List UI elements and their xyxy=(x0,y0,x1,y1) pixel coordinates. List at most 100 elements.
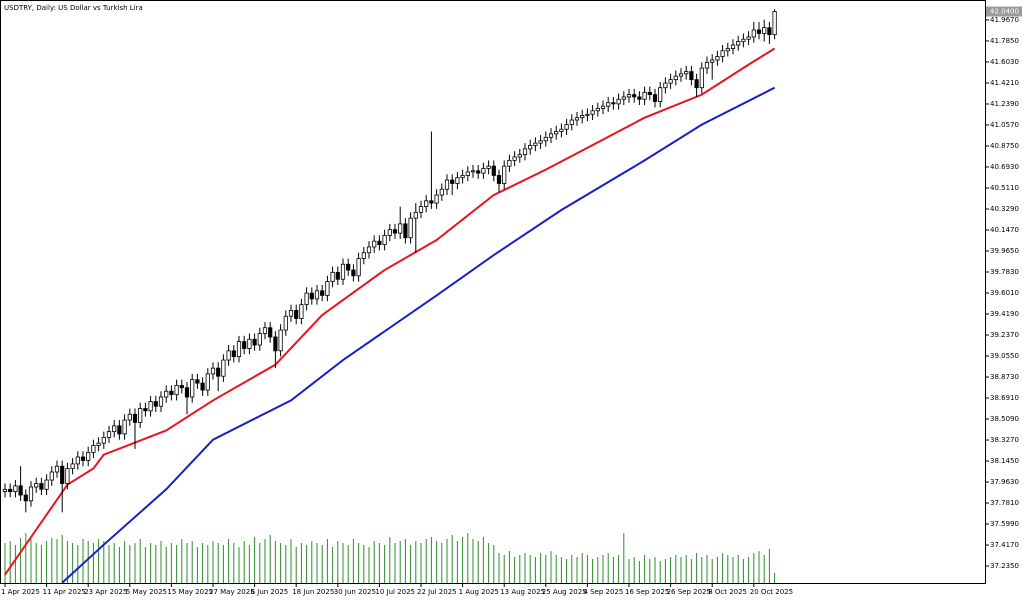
y-tick-label: 38.6910 xyxy=(990,394,1019,402)
candle-body xyxy=(481,168,486,174)
candle-body xyxy=(590,110,595,115)
candle-body xyxy=(637,96,642,100)
y-tick-label: 41.0570 xyxy=(990,121,1019,129)
y-tick-label: 40.1470 xyxy=(990,226,1019,234)
candle-body xyxy=(522,148,528,156)
x-tick-label: 10 Jul 2025 xyxy=(375,588,415,596)
y-tick-label: 40.3290 xyxy=(990,205,1019,213)
moving-average xyxy=(4,47,776,576)
candle-body xyxy=(699,67,704,89)
x-tick-label: 18 Jun 2025 xyxy=(292,588,334,596)
x-tick-label: 1 Apr 2025 xyxy=(1,588,40,596)
candle-body xyxy=(366,246,372,254)
moving-average xyxy=(61,86,776,584)
candle-body xyxy=(772,11,777,36)
y-tick-label: 39.6010 xyxy=(990,289,1019,297)
candle-body xyxy=(434,194,439,204)
candle-body xyxy=(257,333,262,346)
x-tick-label: 8 Oct 2025 xyxy=(708,588,747,596)
y-tick-label: 39.2370 xyxy=(990,331,1019,339)
candle-body xyxy=(268,327,273,338)
candle-body xyxy=(751,29,756,38)
candle-body xyxy=(361,252,366,259)
candle-body xyxy=(460,175,465,179)
candle-body xyxy=(54,465,60,473)
candle-body xyxy=(190,379,195,398)
y-tick-label: 39.4190 xyxy=(990,310,1019,318)
candle-body xyxy=(372,240,377,248)
x-tick-label: 20 Oct 2025 xyxy=(750,588,793,596)
candle-body xyxy=(169,390,174,396)
candle-body xyxy=(242,341,247,349)
candle-body xyxy=(75,456,80,465)
candle-body xyxy=(626,94,632,98)
x-tick-label: 5 May 2025 xyxy=(126,588,167,596)
candle-body xyxy=(486,165,491,169)
candle-body xyxy=(465,171,470,176)
candle-body xyxy=(387,229,392,236)
candle-body xyxy=(439,188,444,196)
candle-body xyxy=(611,102,616,105)
candle-body xyxy=(538,140,543,144)
candle-body xyxy=(18,485,23,496)
candle-body xyxy=(23,494,28,502)
candle-body xyxy=(304,292,309,306)
y-tick-label: 38.3270 xyxy=(990,436,1019,444)
candle-body xyxy=(663,82,668,89)
candle-body xyxy=(330,271,335,282)
y-tick-label: 39.0550 xyxy=(990,352,1019,360)
candle-body xyxy=(408,217,413,239)
y-tick-label: 41.4210 xyxy=(990,79,1019,87)
candle-body xyxy=(720,50,725,57)
candle-body xyxy=(762,27,767,34)
candle-body xyxy=(746,36,751,40)
candle-body xyxy=(132,413,138,423)
x-tick-label: 13 Aug 2025 xyxy=(500,588,545,596)
candle-body xyxy=(736,41,741,46)
candle-body xyxy=(2,488,8,493)
candle-body xyxy=(288,310,294,317)
candle-body xyxy=(418,206,424,213)
y-tick-label: 41.9670 xyxy=(990,16,1019,24)
x-tick-label: 15 May 2025 xyxy=(167,588,213,596)
candle-body xyxy=(236,341,242,357)
candle-body xyxy=(491,165,496,176)
x-tick-label: 11 Apr 2025 xyxy=(43,588,86,596)
candle-body xyxy=(678,73,684,77)
y-tick-label: 41.2390 xyxy=(990,100,1019,108)
candle-body xyxy=(49,471,54,481)
candle-body xyxy=(44,479,49,490)
candle-body xyxy=(574,117,580,121)
candle-body xyxy=(517,154,522,158)
candle-body xyxy=(730,44,736,49)
candle-body xyxy=(398,223,403,234)
candle-body xyxy=(205,373,210,391)
candle-body xyxy=(543,136,548,142)
candle-body xyxy=(314,290,320,300)
last-price-label: 42.0400 xyxy=(990,8,1019,16)
candle-body xyxy=(585,113,590,116)
candle-body xyxy=(528,145,533,150)
candle-body xyxy=(569,119,574,126)
candle-body xyxy=(335,271,340,280)
candle-body xyxy=(80,456,86,461)
candle-body xyxy=(195,379,200,384)
candle-body xyxy=(413,211,418,219)
x-tick-label: 30 Jun 2025 xyxy=(334,588,376,596)
candle-body xyxy=(377,240,382,246)
candle-body xyxy=(356,258,361,277)
candle-body xyxy=(340,263,346,280)
y-tick-label: 40.6930 xyxy=(990,163,1019,171)
y-tick-label: 38.1450 xyxy=(990,457,1019,465)
candle-body xyxy=(710,59,715,63)
candle-body xyxy=(122,419,127,435)
x-tick-label: 27 May 2025 xyxy=(209,588,255,596)
candle-body xyxy=(60,465,65,484)
candle-body xyxy=(294,310,299,319)
y-tick-label: 40.8750 xyxy=(990,142,1019,150)
chart-title: USDTRY, Daily: US Dollar vs Turkish Lira xyxy=(4,4,143,12)
last-price-box xyxy=(986,6,1022,17)
candle-body xyxy=(673,75,678,81)
candle-body xyxy=(164,390,169,398)
